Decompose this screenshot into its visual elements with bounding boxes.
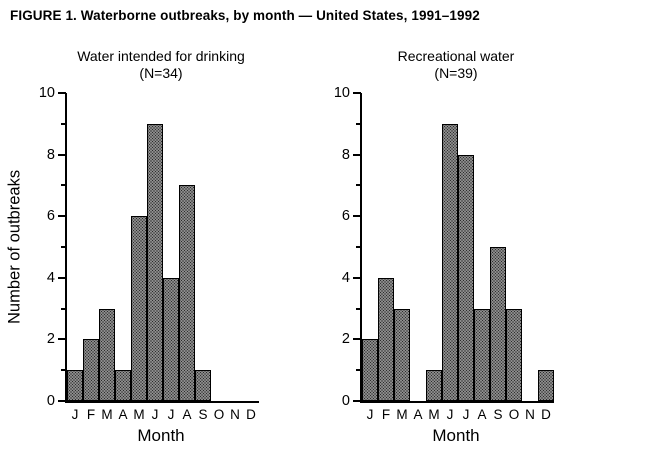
y-tick-label-8: 8 <box>46 146 55 163</box>
x-tick-label-J-5: J <box>151 407 159 422</box>
y-major-tick-6 <box>58 215 66 218</box>
y-tick-label-2: 2 <box>341 331 350 348</box>
x-tick-label-J-6: J <box>462 407 470 422</box>
x-tick-label-A-7: A <box>182 407 192 422</box>
x-tick-label-M-2: M <box>396 407 408 422</box>
chart-n-count: (N=34) <box>139 65 183 81</box>
x-tick-label-S-8: S <box>493 407 503 422</box>
bar-month-M-4 <box>131 216 147 401</box>
y-major-tick-8 <box>58 153 66 156</box>
y-minor-tick-5 <box>356 246 361 248</box>
bar-month-J-0 <box>362 339 378 401</box>
y-major-tick-2 <box>58 338 66 341</box>
y-tick-label-0: 0 <box>341 393 350 409</box>
y-tick-label-8: 8 <box>341 146 350 163</box>
y-tick-label-6: 6 <box>46 208 55 225</box>
bar-month-M-2 <box>99 308 115 401</box>
x-tick-label-M-2: M <box>101 407 113 422</box>
chart-title: Water intended for drinking <box>77 48 245 64</box>
x-tick-label-M-4: M <box>428 407 440 422</box>
bar-month-J-0 <box>67 370 83 401</box>
x-tick-label-J-5: J <box>446 407 454 422</box>
x-axis-label: Month <box>137 426 185 445</box>
chart-title: Recreational water <box>397 48 515 64</box>
bar-month-M-2 <box>394 308 410 401</box>
plot-area-drinking-water: 0 2 4 6 8 10 J F M A M J J A S O N D <box>39 85 259 422</box>
y-tick-label-0: 0 <box>46 393 55 409</box>
bar-month-A-7 <box>179 185 195 401</box>
y-minor-tick-7 <box>356 184 361 187</box>
x-tick-label-O-9: O <box>508 407 520 422</box>
bar-month-J-6 <box>163 277 179 401</box>
x-tick-label-A-3: A <box>413 407 423 422</box>
x-tick-label-S-8: S <box>198 407 208 422</box>
y-minor-tick-9 <box>61 122 66 125</box>
x-tick-label-M-4: M <box>133 407 145 422</box>
bar-month-J-5 <box>147 123 163 401</box>
y-major-tick-2 <box>353 338 361 341</box>
y-major-tick-4 <box>58 276 66 279</box>
plot-area-recreational-water: 0 2 4 6 8 10 J F M A M J J A S O N D <box>334 85 554 422</box>
y-tick-label-10: 10 <box>38 85 55 101</box>
bar-month-S-8 <box>490 247 506 401</box>
chart-drinking-water: Water intended for drinking (N=34) 0 2 4 6 8… <box>39 48 290 448</box>
bar-month-A-3 <box>115 370 131 401</box>
y-minor-tick-7 <box>61 184 66 187</box>
bar-month-F-1 <box>378 277 394 401</box>
y-major-tick-8 <box>353 153 361 156</box>
y-major-tick-10 <box>353 92 361 94</box>
y-major-tick-10 <box>58 92 66 94</box>
x-tick-label-F-1: F <box>381 407 391 422</box>
y-tick-label-6: 6 <box>341 208 350 225</box>
y-tick-label-2: 2 <box>46 331 55 348</box>
y-tick-label-10: 10 <box>333 85 350 101</box>
x-tick-label-N-10: N <box>230 407 240 422</box>
x-tick-label-D-11: D <box>246 407 256 422</box>
bar-month-F-1 <box>83 339 99 401</box>
x-tick-label-A-3: A <box>118 407 128 422</box>
y-major-tick-0 <box>58 400 66 402</box>
y-minor-tick-3 <box>356 307 361 310</box>
x-tick-label-F-1: F <box>86 407 96 422</box>
x-tick-label-N-10: N <box>525 407 535 422</box>
y-minor-tick-1 <box>61 369 66 372</box>
x-tick-label-J-0: J <box>366 407 374 422</box>
bar-month-S-8 <box>195 370 211 401</box>
bar-month-M-4 <box>426 370 442 401</box>
chart-header: Water intended for drinking (N=34) <box>65 48 257 82</box>
bar-month-D-11 <box>538 370 554 401</box>
y-major-tick-0 <box>353 400 361 402</box>
x-axis-label: Month <box>432 426 480 445</box>
bar-month-J-5 <box>442 123 458 401</box>
x-tick-label-J-6: J <box>167 407 175 422</box>
y-major-tick-4 <box>353 276 361 279</box>
x-tick-label-J-0: J <box>71 407 79 422</box>
y-axis-label: Number of outbreaks <box>5 169 24 325</box>
y-tick-label-4: 4 <box>46 269 55 286</box>
y-tick-label-4: 4 <box>341 269 350 286</box>
x-tick-label-O-9: O <box>213 407 225 422</box>
figure-title: FIGURE 1. Waterborne outbreaks, by month… <box>10 8 480 23</box>
chart-recreational-water: Recreational water (N=39) 0 2 4 6 8 10 J F M A M J J… <box>334 48 585 448</box>
bar-month-J-6 <box>458 154 474 401</box>
chart-header: Recreational water (N=39) <box>360 48 552 82</box>
bar-month-O-9 <box>506 308 522 401</box>
chart-n-count: (N=39) <box>434 65 478 81</box>
y-minor-tick-5 <box>61 246 66 248</box>
x-tick-label-A-7: A <box>477 407 487 422</box>
x-tick-label-D-11: D <box>541 407 551 422</box>
y-minor-tick-9 <box>356 122 361 125</box>
y-minor-tick-1 <box>356 369 361 372</box>
bar-month-A-7 <box>474 308 490 401</box>
y-minor-tick-3 <box>61 307 66 310</box>
y-major-tick-6 <box>353 215 361 218</box>
